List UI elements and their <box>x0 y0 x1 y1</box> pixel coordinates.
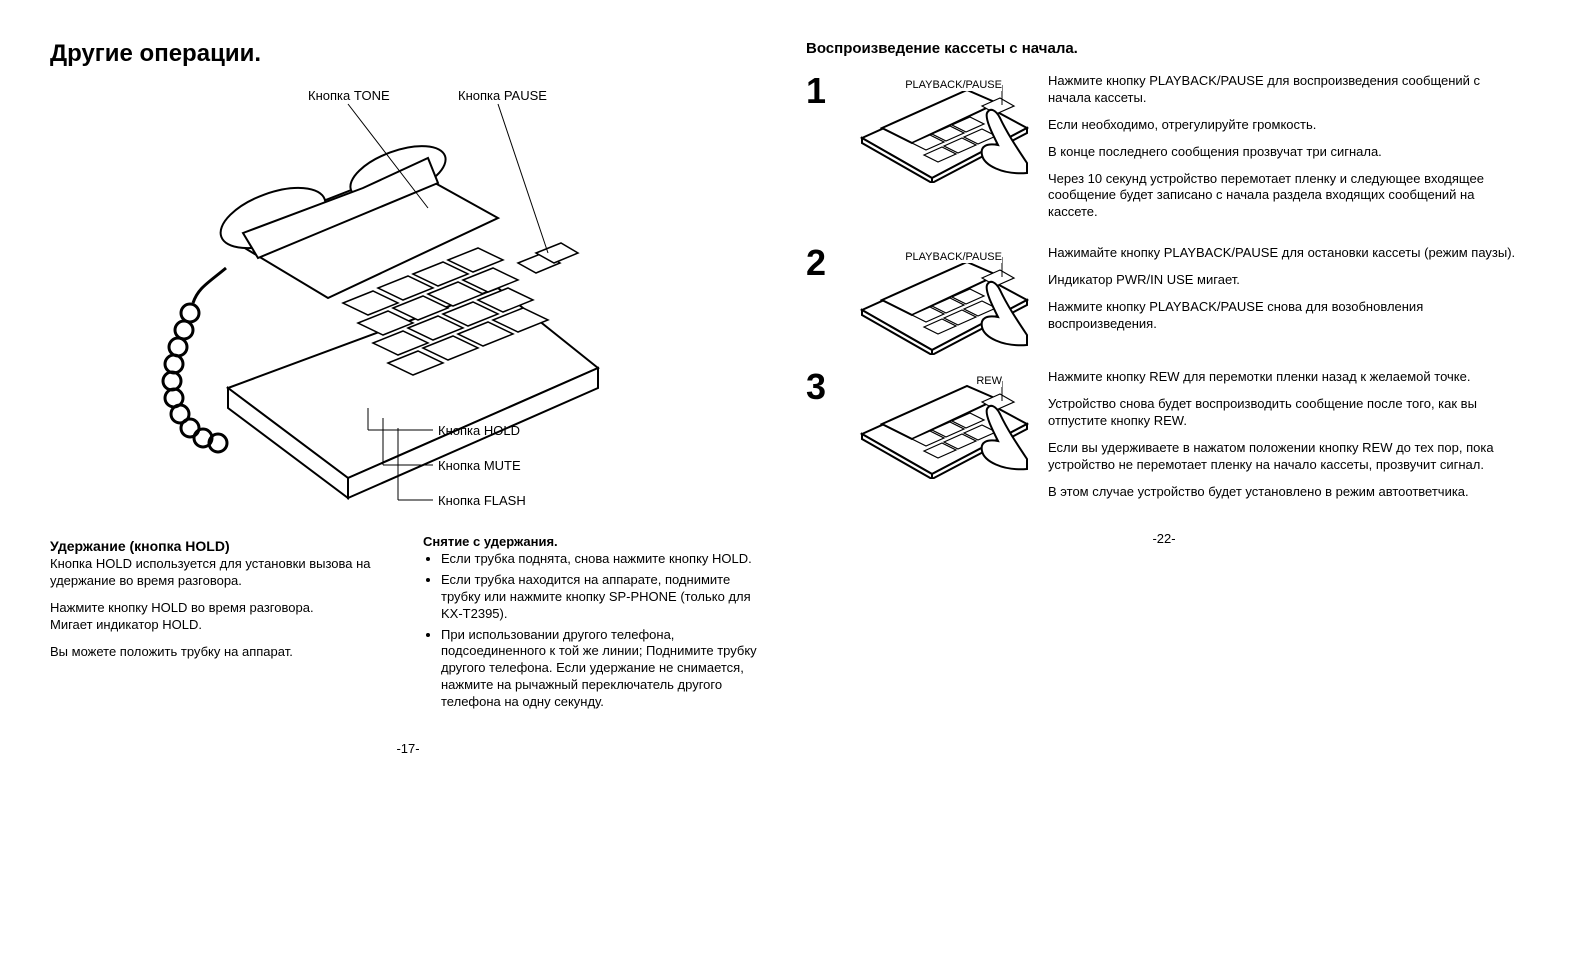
page-left: Другие операции. Кнопка TONE Кнопка PAUS… <box>50 40 766 756</box>
phone-illustration <box>148 88 668 518</box>
release-b1: Если трубка поднята, снова нажмите кнопк… <box>441 551 766 568</box>
step-para: Нажмите кнопку REW для перемотки пленки … <box>1048 369 1522 386</box>
step-text: Нажмите кнопку PLAYBACK/PAUSE для воспро… <box>1048 73 1522 231</box>
step-illustration: PLAYBACK/PAUSE <box>852 245 1032 355</box>
step-text: Нажмите кнопку REW для перемотки пленки … <box>1048 369 1522 510</box>
step-para: Нажмите кнопку PLAYBACK/PAUSE снова для … <box>1048 299 1522 333</box>
step-para: Устройство снова будет воспроизводить со… <box>1048 396 1522 430</box>
step-number: 1 <box>806 73 836 109</box>
step-para: Нажмите кнопку PLAYBACK/PAUSE для воспро… <box>1048 73 1522 107</box>
callout-hold: Кнопка HOLD <box>438 423 520 438</box>
hold-p2: Нажмите кнопку HOLD во время разговора. <box>50 600 393 617</box>
step-text: Нажимайте кнопку PLAYBACK/PAUSE для оста… <box>1048 245 1522 343</box>
hold-section: Удержание (кнопка HOLD) Кнопка HOLD испо… <box>50 528 766 721</box>
callout-mute: Кнопка MUTE <box>438 458 521 473</box>
step-button-label: REW <box>976 375 1002 387</box>
hold-title: Удержание (кнопка HOLD) <box>50 538 393 554</box>
callout-tone: Кнопка TONE <box>308 88 390 103</box>
hold-p3: Мигает индикатор HOLD. <box>50 617 393 634</box>
step-row-2: 2 PLAYBACK/PAUSE Нажимайте кнопку PLAYBAC… <box>806 245 1522 355</box>
release-title: Снятие с удержания. <box>423 534 766 549</box>
step-number: 3 <box>806 369 836 405</box>
page-spread: Другие операции. Кнопка TONE Кнопка PAUS… <box>50 40 1522 756</box>
step-button-label: PLAYBACK/PAUSE <box>905 251 1002 263</box>
phone-diagram: Кнопка TONE Кнопка PAUSE Кнопка HOLD Кно… <box>148 88 668 518</box>
step-illustration: PLAYBACK/PAUSE <box>852 73 1032 183</box>
step-para: В конце последнего сообщения прозвучат т… <box>1048 144 1522 161</box>
step-para: Индикатор PWR/IN USE мигает. <box>1048 272 1522 289</box>
page-number-right: -22- <box>806 531 1522 546</box>
step-row-1: 1 PLAYBACK/PAUSE Нажмите кнопку PLAYBACK/… <box>806 73 1522 231</box>
steps-container: 1 PLAYBACK/PAUSE Нажмите кнопку PLAYBACK/… <box>806 73 1522 511</box>
callout-pause: Кнопка PAUSE <box>458 88 547 103</box>
hold-p1: Кнопка HOLD используется для установки в… <box>50 556 393 590</box>
step-para: Если вы удерживаете в нажатом положении … <box>1048 440 1522 474</box>
hold-col: Удержание (кнопка HOLD) Кнопка HOLD испо… <box>50 528 393 721</box>
step-button-label: PLAYBACK/PAUSE <box>905 79 1002 91</box>
page-number-left: -17- <box>50 741 766 756</box>
release-list: Если трубка поднята, снова нажмите кнопк… <box>423 551 766 711</box>
page-right: Воспроизведение кассеты с начала. 1 PLAY… <box>806 40 1522 756</box>
step-number: 2 <box>806 245 836 281</box>
release-b3: При использовании другого телефона, подс… <box>441 627 766 711</box>
step-para: В этом случае устройство будет установле… <box>1048 484 1522 501</box>
heading-playback: Воспроизведение кассеты с начала. <box>806 40 1522 57</box>
step-para: Нажимайте кнопку PLAYBACK/PAUSE для оста… <box>1048 245 1522 262</box>
hold-p4: Вы можете положить трубку на аппарат. <box>50 644 393 661</box>
step-row-3: 3 REW Нажмите кнопку REW для перемотки пл… <box>806 369 1522 510</box>
step-para: Если необходимо, отрегулируйте громкость… <box>1048 117 1522 134</box>
step-para: Через 10 секунд устройство перемотает пл… <box>1048 171 1522 222</box>
step-illustration: REW <box>852 369 1032 479</box>
heading-other-ops: Другие операции. <box>50 40 766 68</box>
release-col: Снятие с удержания. Если трубка поднята,… <box>423 528 766 721</box>
release-b2: Если трубка находится на аппарате, подни… <box>441 572 766 623</box>
callout-flash: Кнопка FLASH <box>438 493 526 508</box>
